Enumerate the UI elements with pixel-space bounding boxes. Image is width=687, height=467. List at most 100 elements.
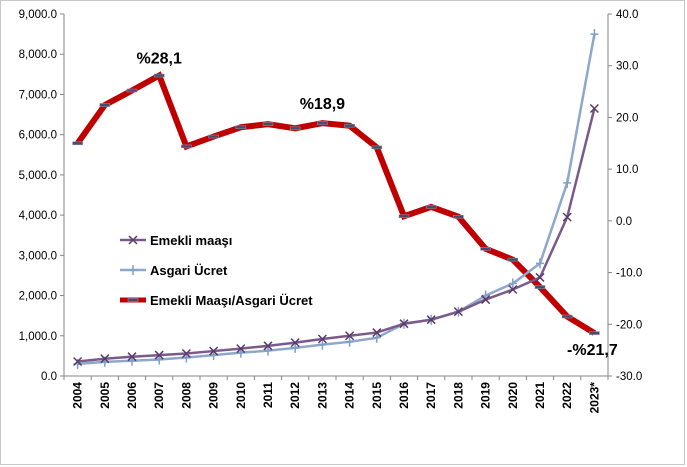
- right-tick-label: 20.0: [616, 112, 638, 124]
- data-point: [127, 352, 137, 362]
- x-tick-label: 2022: [560, 382, 574, 409]
- right-tick-label: 40.0: [616, 9, 638, 21]
- data-point: [371, 145, 383, 150]
- data-point: [153, 73, 165, 78]
- data-point: [318, 339, 327, 350]
- legend-label: Asgari Ücret: [150, 263, 228, 278]
- data-point: [563, 177, 572, 188]
- x-tick-label: 2018: [451, 382, 465, 409]
- x-tick-label: 2005: [98, 382, 112, 409]
- data-point: [589, 103, 599, 114]
- left-tick-label: 5,000.0: [19, 170, 57, 182]
- data-point: [264, 345, 272, 356]
- x-tick-label: 2007: [152, 382, 166, 409]
- x-tick-label: 2020: [506, 382, 520, 409]
- series-line: [77, 108, 596, 363]
- series-line: [77, 33, 596, 366]
- data-point: [262, 122, 274, 126]
- annotation-label: -%21,7: [567, 342, 618, 359]
- left-tick-label: 6,000.0: [19, 130, 57, 142]
- data-point: [425, 205, 437, 209]
- data-point: [344, 123, 355, 128]
- data-point: [208, 134, 219, 139]
- data-point: [181, 144, 192, 149]
- x-tick-label: 2019: [479, 382, 493, 409]
- x-tick-label: 2006: [125, 382, 139, 409]
- data-point: [263, 341, 273, 351]
- data-point: [589, 331, 600, 335]
- legend-marker: [128, 235, 138, 245]
- data-point: [453, 214, 464, 219]
- data-point: [73, 356, 83, 367]
- data-point: [126, 88, 138, 93]
- data-point: [209, 346, 219, 356]
- right-tick-label: 10.0: [616, 164, 638, 176]
- data-point: [562, 212, 572, 222]
- data-point: [534, 285, 546, 289]
- x-tick-label: 2011: [261, 382, 275, 408]
- data-point: [317, 121, 328, 125]
- right-tick-label: -20.0: [616, 319, 642, 331]
- data-point: [535, 272, 545, 282]
- left-tick-label: 9,000.0: [19, 9, 57, 21]
- data-point: [181, 348, 191, 359]
- right-tick-label: 30.0: [616, 61, 638, 73]
- x-tick-label: 2009: [207, 382, 221, 409]
- data-point: [398, 214, 410, 219]
- left-tick-label: 1,000.0: [19, 331, 57, 343]
- data-point: [453, 307, 463, 317]
- data-point: [508, 278, 517, 289]
- legend-marker: [129, 265, 137, 275]
- right-tick-label: 0.0: [616, 216, 632, 228]
- right-tick-label: -30.0: [616, 371, 642, 383]
- data-point: [236, 344, 246, 354]
- data-point: [72, 141, 83, 146]
- x-tick-label: 2004: [71, 382, 85, 409]
- data-point: [345, 331, 355, 341]
- x-tick-label: 2013: [315, 382, 329, 409]
- data-point: [480, 246, 491, 251]
- data-point: [426, 315, 436, 325]
- x-tick-label: 2023*: [587, 382, 601, 414]
- legend-label: Emekli Maaşı/Asgari Ücret: [150, 293, 313, 308]
- data-point: [100, 354, 110, 364]
- data-point: [154, 350, 164, 360]
- data-point: [235, 125, 247, 130]
- right-tick-label: -10.0: [616, 268, 642, 280]
- annotation-label: %18,9: [300, 96, 345, 113]
- data-point: [508, 284, 518, 295]
- x-tick-label: 2021: [533, 382, 547, 409]
- data-point: [561, 314, 573, 319]
- data-point: [291, 342, 300, 353]
- data-point: [372, 328, 382, 338]
- data-point: [345, 336, 354, 347]
- data-point: [290, 338, 300, 348]
- legend-label: Emekli maaşı: [150, 233, 232, 248]
- data-point: [590, 29, 599, 40]
- x-tick-label: 2014: [343, 382, 357, 409]
- x-tick-label: 2010: [234, 382, 248, 409]
- data-point: [372, 332, 381, 343]
- data-point: [99, 103, 111, 107]
- x-tick-label: 2015: [370, 382, 384, 409]
- x-tick-label: 2008: [179, 382, 193, 409]
- data-point: [481, 295, 491, 305]
- x-tick-label: 2017: [424, 382, 438, 409]
- left-tick-label: 8,000.0: [19, 49, 57, 61]
- x-tick-label: 2016: [397, 382, 411, 409]
- data-point: [317, 334, 327, 344]
- annotation-label: %28,1: [137, 51, 182, 68]
- series-line: [75, 71, 596, 336]
- left-tick-label: 3,000.0: [19, 250, 57, 262]
- data-point: [289, 126, 301, 131]
- x-tick-label: 2012: [288, 382, 302, 409]
- data-point: [536, 258, 544, 269]
- left-tick-label: 7,000.0: [19, 89, 57, 101]
- left-tick-label: 2,000.0: [19, 291, 57, 303]
- legend-marker: [127, 298, 139, 302]
- left-tick-label: 0.0: [41, 371, 57, 383]
- data-point: [399, 319, 409, 329]
- left-tick-label: 4,000.0: [19, 210, 57, 222]
